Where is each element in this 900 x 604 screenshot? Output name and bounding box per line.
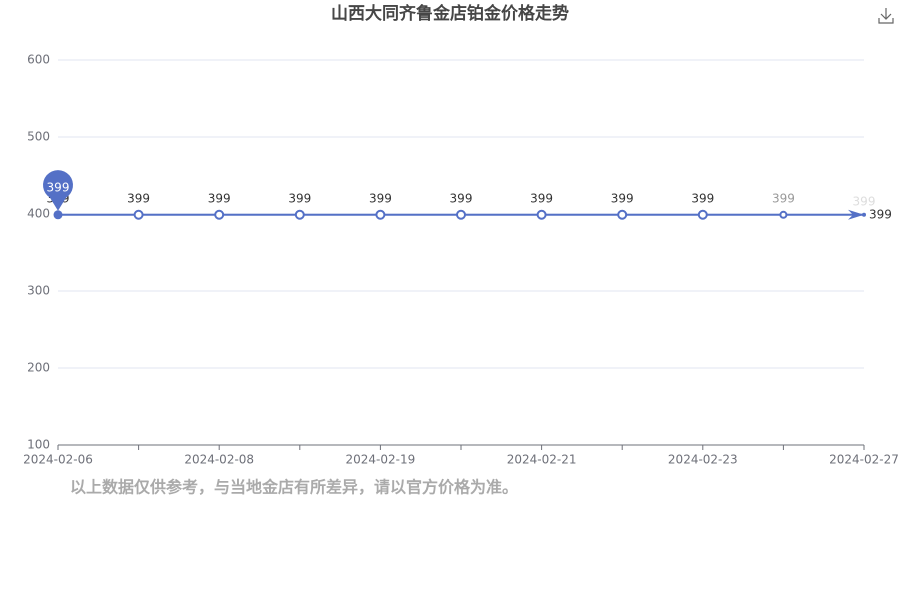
point — [779, 210, 788, 219]
data-label: 399 — [853, 194, 876, 208]
y-tick-label: 500 — [27, 130, 50, 144]
chart-title: 山西大同齐鲁金店铂金价格走势 — [331, 3, 569, 24]
point — [375, 209, 386, 220]
line-arrow — [848, 209, 864, 220]
max-marker — [43, 170, 73, 211]
data-label: 399 — [127, 191, 150, 205]
data-label: 399 — [772, 191, 795, 205]
point — [53, 210, 63, 220]
data-label: 399 — [369, 191, 392, 205]
x-tick-label: 2024-02-08 — [184, 453, 254, 467]
footnote: 以上数据仅供参考，与当地金店有所差异，请以官方价格为准。 — [70, 478, 518, 497]
data-label: 399 — [450, 191, 473, 205]
end-label: 399 — [869, 207, 892, 221]
data-label: 399 — [691, 191, 714, 205]
point — [294, 209, 305, 220]
point — [456, 209, 466, 220]
point — [133, 209, 144, 220]
x-tick-label: 2024-02-06 — [23, 453, 93, 467]
x-tick-label: 2024-02-23 — [668, 453, 738, 467]
point — [536, 209, 547, 220]
y-tick-label: 300 — [27, 284, 50, 298]
max-marker-label: 399 — [47, 180, 70, 194]
x-tick-label: 2024-02-27 — [829, 453, 899, 467]
data-label: 399 — [530, 191, 553, 205]
x-tick-label: 2024-02-19 — [346, 453, 416, 467]
y-tick-label: 100 — [27, 438, 50, 452]
data-label: 399 — [611, 191, 634, 205]
data-label: 399 — [208, 191, 231, 205]
y-tick-label: 200 — [27, 361, 50, 375]
point — [617, 209, 628, 220]
point — [697, 209, 708, 220]
point — [214, 209, 225, 220]
download-button[interactable] — [878, 8, 894, 24]
point — [862, 212, 866, 217]
download-icon[interactable] — [878, 8, 894, 24]
y-tick-label: 400 — [27, 207, 50, 221]
data-label: 399 — [288, 191, 311, 205]
x-tick-label: 2024-02-21 — [507, 453, 577, 467]
y-tick-label: 600 — [27, 53, 50, 67]
